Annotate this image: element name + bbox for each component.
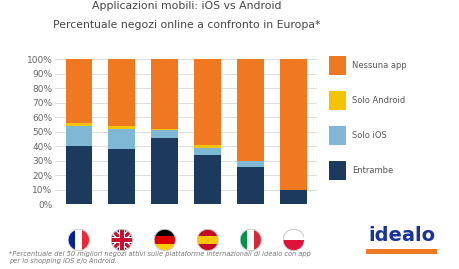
Polygon shape bbox=[106, 237, 138, 243]
Bar bbox=[194, 145, 221, 148]
Bar bbox=[237, 59, 263, 161]
Text: Applicazioni mobili: iOS vs Android: Applicazioni mobili: iOS vs Android bbox=[91, 1, 280, 11]
Polygon shape bbox=[118, 224, 125, 256]
Bar bbox=[151, 59, 178, 129]
Text: *Percentuale dei 50 migliori negozi attivi sulle piattaforme internazionali di i: *Percentuale dei 50 migliori negozi atti… bbox=[9, 250, 310, 264]
Bar bbox=[151, 138, 178, 204]
Bar bbox=[194, 155, 221, 204]
Bar bbox=[237, 161, 263, 167]
Bar bbox=[108, 126, 135, 129]
Bar bbox=[151, 130, 178, 138]
Bar bbox=[108, 149, 135, 204]
Bar bbox=[280, 190, 307, 204]
Bar bbox=[280, 59, 307, 190]
Polygon shape bbox=[120, 224, 123, 256]
Polygon shape bbox=[109, 227, 134, 253]
Text: Solo Android: Solo Android bbox=[351, 96, 404, 105]
Polygon shape bbox=[108, 226, 135, 253]
Text: idealo: idealo bbox=[367, 226, 434, 245]
Text: Entrambe: Entrambe bbox=[351, 166, 392, 175]
Polygon shape bbox=[108, 226, 135, 253]
Circle shape bbox=[111, 229, 132, 251]
Bar bbox=[194, 59, 221, 145]
Bar bbox=[194, 148, 221, 155]
Bar bbox=[65, 59, 92, 123]
Bar bbox=[151, 129, 178, 130]
Bar bbox=[108, 129, 135, 149]
Bar bbox=[65, 146, 92, 204]
Text: Percentuale negozi online a confronto in Europa*: Percentuale negozi online a confronto in… bbox=[52, 20, 319, 30]
Polygon shape bbox=[109, 227, 134, 253]
Text: Solo iOS: Solo iOS bbox=[351, 131, 386, 140]
Bar bbox=[237, 167, 263, 204]
Bar bbox=[108, 59, 135, 126]
Bar bbox=[65, 123, 92, 126]
Polygon shape bbox=[106, 238, 138, 242]
Text: Nessuna app: Nessuna app bbox=[351, 61, 406, 70]
Bar bbox=[65, 126, 92, 146]
